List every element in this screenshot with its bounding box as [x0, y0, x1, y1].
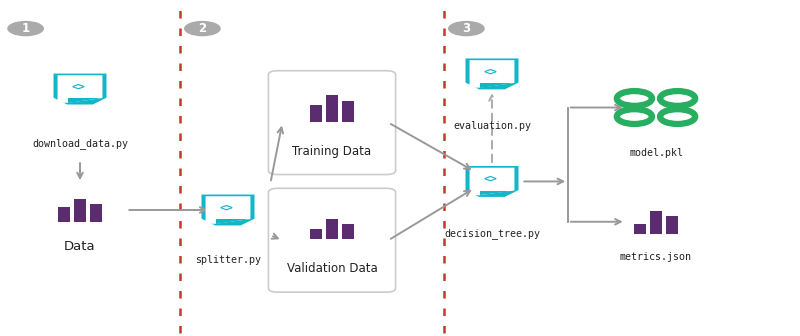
Bar	[310, 105, 322, 122]
Text: Training Data: Training Data	[293, 145, 371, 158]
Polygon shape	[216, 219, 250, 224]
Circle shape	[7, 21, 44, 36]
Text: <>: <>	[72, 82, 86, 92]
Text: <>: <>	[484, 67, 498, 77]
Bar	[650, 211, 662, 234]
Text: splitter.py: splitter.py	[195, 255, 261, 265]
Bar	[342, 101, 354, 122]
Polygon shape	[54, 74, 106, 104]
Bar	[90, 204, 102, 222]
Bar	[326, 218, 338, 239]
Polygon shape	[480, 191, 514, 195]
Text: decision_tree.py: decision_tree.py	[444, 228, 540, 239]
Polygon shape	[202, 195, 254, 225]
Text: <>: <>	[484, 174, 498, 184]
Bar	[634, 224, 646, 234]
Text: 2: 2	[198, 22, 206, 35]
Text: Data: Data	[64, 241, 96, 253]
Bar	[58, 207, 70, 222]
FancyBboxPatch shape	[268, 71, 395, 175]
Text: model.pkl: model.pkl	[629, 148, 683, 158]
Text: download_data.py: download_data.py	[32, 138, 128, 149]
Circle shape	[184, 21, 221, 36]
FancyBboxPatch shape	[268, 188, 395, 292]
Text: <>: <>	[220, 203, 234, 213]
Bar	[310, 229, 322, 239]
Text: evaluation.py: evaluation.py	[453, 121, 531, 131]
Bar	[326, 95, 338, 122]
Circle shape	[448, 21, 485, 36]
Polygon shape	[466, 58, 518, 89]
Bar	[74, 199, 86, 222]
Polygon shape	[480, 83, 514, 88]
Polygon shape	[68, 98, 102, 103]
Text: Validation Data: Validation Data	[286, 262, 378, 275]
Text: metrics.json: metrics.json	[620, 252, 692, 262]
Polygon shape	[58, 75, 102, 103]
Text: 3: 3	[462, 22, 470, 35]
Polygon shape	[466, 166, 518, 197]
Polygon shape	[470, 168, 514, 195]
Bar	[342, 224, 354, 239]
Polygon shape	[470, 60, 514, 88]
Text: 1: 1	[22, 22, 30, 35]
Polygon shape	[206, 196, 250, 224]
Bar	[666, 216, 678, 234]
